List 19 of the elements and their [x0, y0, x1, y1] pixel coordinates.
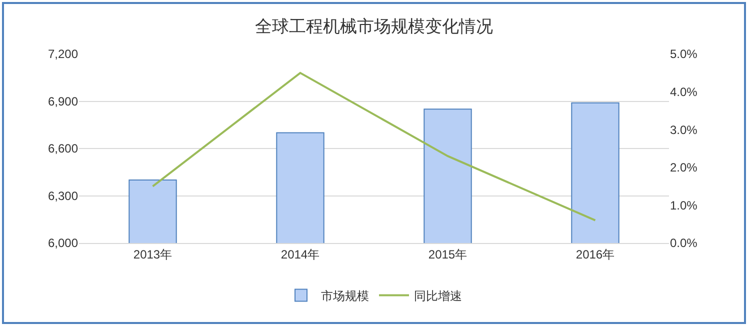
y-tick-label: 6,300	[48, 188, 78, 203]
y-tick-label: 7,200	[48, 47, 78, 62]
chart-title: 全球工程机械市场规模变化情况	[255, 16, 493, 37]
y2-tick-label: 3.0%	[670, 122, 698, 137]
x-tick-label: 2014年	[280, 247, 320, 262]
y2-tick-label: 2.0%	[670, 160, 698, 175]
x-tick-label: 2013年	[133, 247, 172, 262]
y-tick-label: 6,600	[48, 142, 78, 156]
y2-tick-label: 0.0%	[670, 236, 698, 250]
y-tick-label: 6,000	[48, 236, 78, 250]
y-tick-label: 6,900	[48, 94, 78, 108]
legend-label: 同比增速	[414, 288, 462, 303]
line-series	[152, 72, 596, 222]
x-tick-label: 2015年	[428, 247, 468, 262]
x-tick-label: 2016年	[576, 247, 615, 262]
y2-tick-label: 4.0%	[670, 85, 698, 99]
legend-label: 市场规模	[321, 288, 369, 303]
y2-tick-label: 1.0%	[670, 198, 698, 212]
y2-tick-label: 5.0%	[670, 47, 698, 62]
